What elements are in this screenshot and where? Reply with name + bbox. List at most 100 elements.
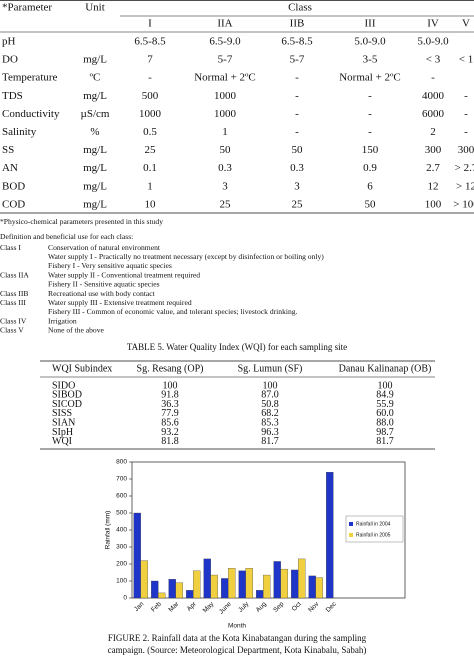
table-cell: 2.7: [426, 162, 440, 174]
bar: [210, 574, 218, 599]
table-cell: 1: [147, 180, 153, 192]
legend-swatch: [349, 522, 353, 526]
y-tick-label: 700: [116, 476, 127, 483]
legend-label: Rainfall in 2004: [356, 521, 391, 527]
table-cell: 1: [222, 126, 228, 138]
table-cell: SIBOD: [52, 390, 82, 401]
bar: [151, 580, 159, 599]
table-cell: 0.5: [143, 126, 157, 138]
table-cell: 5.0-9.0: [417, 36, 449, 48]
table-cell: 1000: [214, 108, 237, 120]
table-cell: 36.3: [161, 399, 179, 410]
y-tick-label: 600: [116, 493, 127, 500]
table-cell: -: [431, 72, 435, 84]
table-cell: 81.7: [261, 436, 279, 447]
table-cell: COD: [2, 198, 25, 210]
table-cell: BOD: [2, 180, 25, 192]
x-tick-label: Dec: [325, 600, 339, 614]
table-cell: mg/L: [83, 144, 107, 156]
table-cell: 81.8: [161, 436, 179, 447]
x-axis-label: Month: [228, 623, 246, 630]
x-tick-label: Oct: [291, 601, 303, 613]
bar: [256, 590, 264, 599]
table-cell: mg/L: [83, 180, 107, 192]
bar: [140, 560, 148, 599]
x-tick-label: Jan: [133, 600, 146, 613]
table-cell: mg/L: [83, 90, 107, 102]
table-cell: SIpH: [52, 427, 73, 438]
table-cell: 100: [263, 380, 278, 391]
table-cell: µS/cm: [81, 108, 110, 120]
y-axis-label: Rainfall (mm): [105, 511, 112, 550]
table-cell: 3: [294, 180, 300, 192]
table-cell: < 3: [426, 54, 441, 66]
table-cell: 77.9: [161, 408, 179, 419]
table-cell: 85.3: [261, 417, 279, 428]
table-cell: 100: [425, 198, 442, 210]
table-cell: -: [148, 72, 152, 84]
x-tick-label: May: [202, 600, 216, 614]
table-cell: SS: [2, 144, 14, 156]
table-cell: 1000: [214, 90, 237, 102]
x-tick-label: Aug: [255, 600, 268, 613]
bar: [203, 558, 211, 599]
x-tick-label: Apr: [186, 600, 199, 613]
table-cell: DO: [2, 54, 18, 66]
class-header: IIA: [217, 18, 232, 30]
figure-caption: FIGURE 2. Rainfall data at the Kota Kina…: [108, 633, 367, 643]
bar: [221, 578, 229, 599]
bar: [238, 570, 246, 599]
legend-swatch: [349, 533, 353, 537]
table-cell: 0.3: [290, 162, 304, 174]
table-cell: 88.0: [376, 417, 394, 428]
table-cell: 10: [145, 198, 157, 210]
bar: [291, 569, 299, 599]
y-tick-label: 0: [123, 595, 127, 602]
bar: [273, 561, 281, 599]
bar: [315, 577, 323, 599]
table-cell: AN: [2, 162, 18, 174]
table-cell: WQI: [52, 436, 72, 447]
class-label: Class III: [0, 298, 26, 307]
x-tick-label: Sep: [272, 600, 285, 613]
x-tick-label: Nov: [307, 600, 321, 614]
table-cell: -: [295, 126, 299, 138]
table-cell: pH: [2, 36, 16, 48]
table-cell: 25: [145, 144, 157, 156]
bar: [175, 582, 183, 599]
table-cell: Temperature: [2, 72, 58, 84]
header-cell: WQI Subindex: [52, 363, 112, 374]
table-cell: 84.9: [376, 390, 394, 401]
table-cell: 60.0: [376, 408, 394, 419]
bar: [133, 512, 141, 599]
table-cell: Salinity: [2, 126, 37, 138]
table-cell: Normal + 2ºC: [339, 72, 401, 84]
table-cell: 6.5-8.5: [134, 36, 166, 48]
table-cell: 4000: [422, 90, 445, 102]
y-tick-label: 200: [116, 561, 127, 568]
bar: [263, 574, 271, 599]
table-cell: 68.2: [261, 408, 279, 419]
table-cell: 87.0: [261, 390, 279, 401]
table-cell: 0.1: [143, 162, 157, 174]
legend-box: [345, 515, 404, 543]
table-cell: Conductivity: [2, 108, 60, 120]
table-cell: SIAN: [52, 417, 75, 428]
class-use: Water supply II - Conventional treatment…: [48, 270, 200, 279]
figure-caption: campaign. (Source: Meteorological Depart…: [108, 645, 367, 655]
class-header: V: [462, 18, 470, 30]
table-cell: 5.0-9.0: [354, 36, 386, 48]
table-cell: 91.8: [161, 390, 179, 401]
table-cell: 0.9: [363, 162, 377, 174]
class-use: Water supply III - Extensive treatment r…: [48, 298, 192, 307]
table-cell: 85.6: [161, 417, 179, 428]
table-cell: > 100: [453, 198, 474, 210]
y-tick-label: 500: [116, 510, 127, 517]
table-cell: SISS: [52, 408, 72, 419]
y-tick-label: 400: [116, 527, 127, 534]
header-cell: Danau Kalinanap (OB): [339, 363, 432, 374]
y-tick-label: 100: [116, 578, 127, 585]
footnote: *Physico-chemical parameters presented i…: [0, 217, 163, 226]
